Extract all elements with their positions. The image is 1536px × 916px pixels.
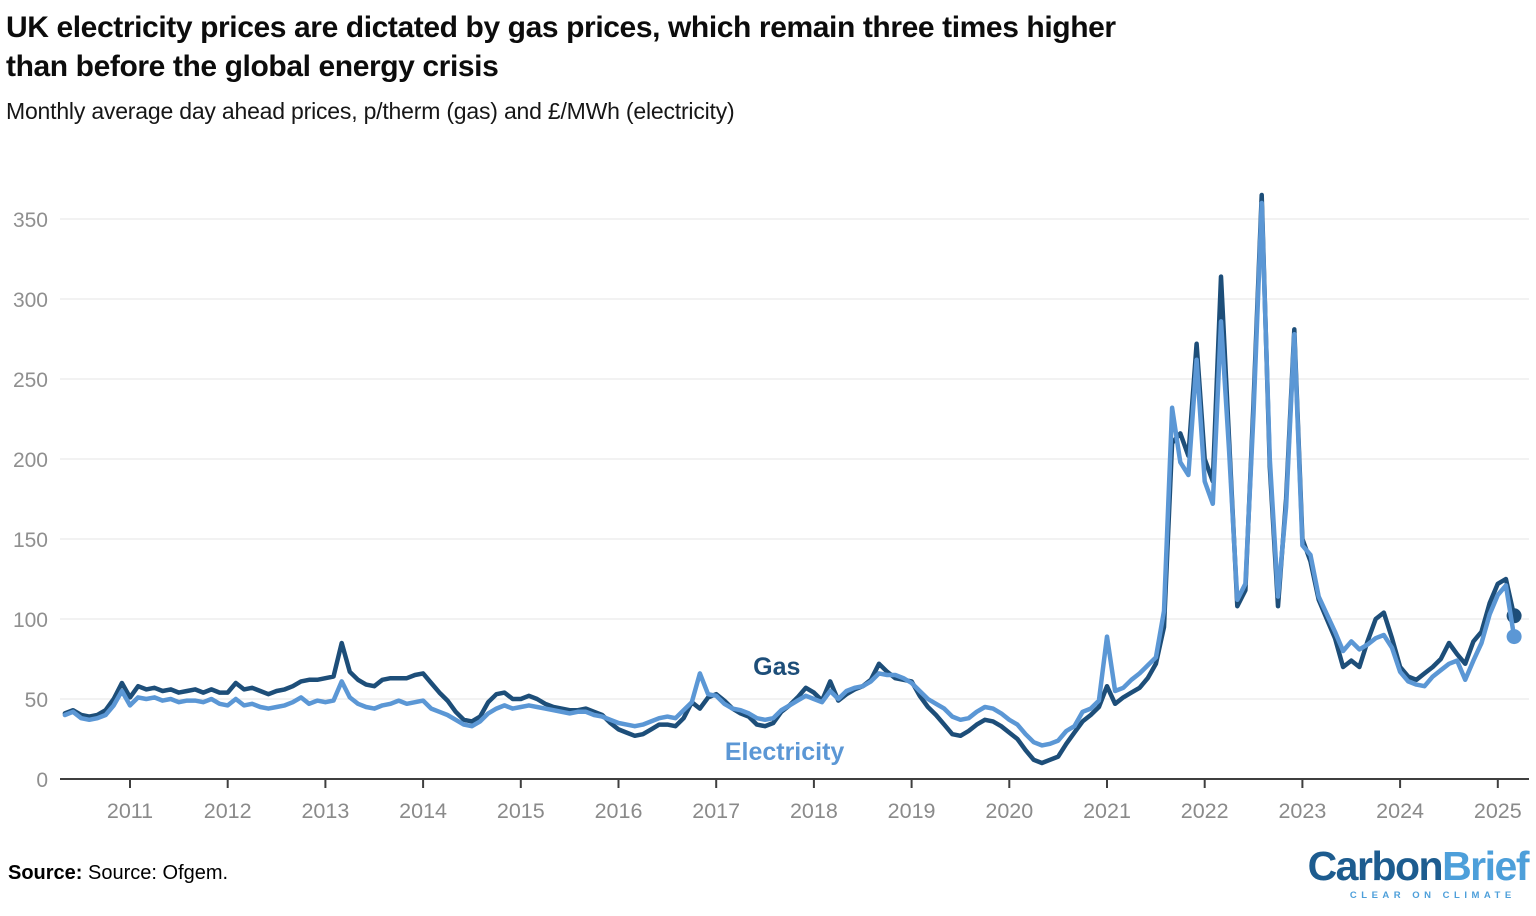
chart-subtitle: Monthly average day ahead prices, p/ther…	[6, 98, 735, 124]
chart-title-line2: than before the global energy crisis	[6, 50, 499, 83]
x-tick-label: 2021	[1083, 799, 1131, 823]
source-text: Source: Ofgem.	[82, 861, 229, 884]
x-tick-label: 2012	[204, 799, 252, 823]
y-tick-label: 200	[13, 449, 48, 472]
y-tick-label: 0	[36, 769, 48, 792]
electricity-series-label: Electricity	[725, 738, 845, 766]
y-tick-label: 100	[13, 609, 48, 632]
source-note: Source: Source: Ofgem.	[8, 862, 228, 885]
y-tick-label: 300	[13, 289, 48, 312]
x-tick-label: 2020	[985, 799, 1033, 823]
x-tick-label: 2016	[595, 799, 643, 823]
logo-carbon: Carbon	[1307, 842, 1444, 889]
y-tick-label: 250	[13, 369, 48, 392]
chart: 0 50 100 150 200 250 300 350 2011 2012 2013 2014 201…	[13, 192, 1529, 823]
x-tick-label: 2022	[1181, 799, 1229, 823]
electricity-line	[62, 200, 1517, 748]
gas-series-label: Gas	[753, 653, 800, 681]
x-tick-label: 2011	[107, 799, 153, 823]
x-tick-label: 2024	[1376, 799, 1424, 823]
y-tick-label: 50	[25, 689, 48, 712]
carbonbrief-logo: CarbonBrief CLEAR ON CLIMATE	[1307, 842, 1530, 901]
y-tick-label: 150	[13, 529, 48, 552]
x-tick-label: 2015	[497, 799, 545, 823]
carbonbrief-wordmark: CarbonBrief	[1307, 842, 1530, 889]
x-tick-label: 2018	[790, 799, 838, 823]
chart-title: UK electricity prices are dictated by ga…	[6, 8, 1530, 86]
x-tick-label: 2017	[692, 799, 740, 823]
logo-brief: Brief	[1442, 842, 1529, 889]
y-tick-label: 350	[13, 209, 48, 232]
chart-footer: Source: Source: Ofgem. CarbonBrief CLEAR…	[0, 844, 1536, 916]
x-tick-label: 2023	[1278, 799, 1326, 823]
source-label: Source:	[8, 861, 83, 884]
x-tick-label: 2013	[301, 799, 349, 823]
x-tick-label: 2025	[1474, 799, 1522, 823]
x-tick-label: 2014	[399, 799, 447, 823]
chart-header: UK electricity prices are dictated by ga…	[6, 8, 1530, 125]
x-tick-label: 2019	[888, 799, 936, 823]
logo-tagline: CLEAR ON CLIMATE	[1349, 889, 1516, 901]
electricity-end-dot	[1506, 629, 1522, 645]
chart-title-line1: UK electricity prices are dictated by ga…	[6, 11, 1116, 44]
